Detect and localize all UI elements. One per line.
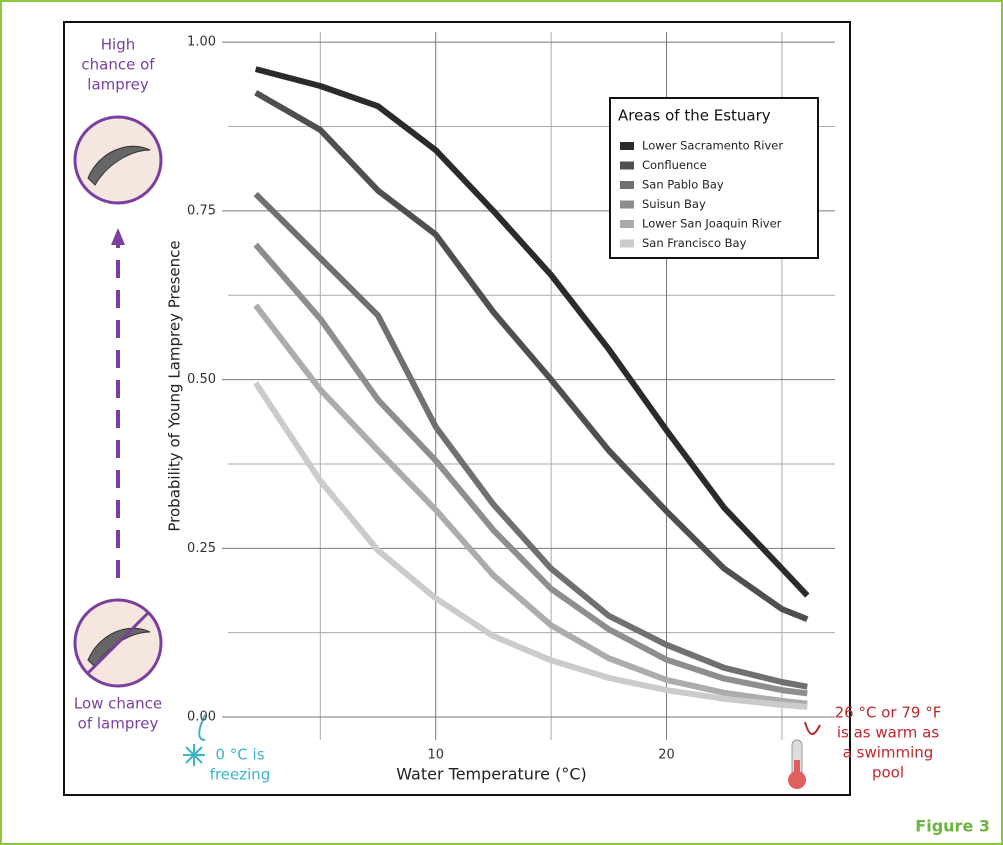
legend-swatch xyxy=(620,240,634,248)
legend-label: Confluence xyxy=(642,158,707,172)
legend-label: San Pablo Bay xyxy=(642,178,724,192)
legend-swatch xyxy=(620,220,634,228)
annotation: Low chance xyxy=(74,695,162,713)
chart: High chance of lamprey Low chance of lamprey… xyxy=(0,0,1003,845)
legend-label: Lower San Joaquin River xyxy=(642,217,782,231)
legend-swatch xyxy=(620,162,634,170)
high-icon xyxy=(75,117,161,203)
legend-title: Areas of the Estuary xyxy=(618,107,771,125)
page: High chance of lamprey Low chance of lamprey… xyxy=(0,0,1003,845)
annotation: chance of xyxy=(81,56,155,74)
annotation: 0 °C is xyxy=(215,746,264,764)
annotation: 26 °C or 79 °F xyxy=(835,704,942,722)
x-axis-label: Water Temperature (°C) xyxy=(396,765,586,784)
y-tick-label: 1.00 xyxy=(187,35,216,50)
annotation: a swimming xyxy=(843,744,934,762)
annotation: High xyxy=(101,36,135,54)
legend-swatch xyxy=(620,201,634,209)
annotation: is as warm as xyxy=(837,724,939,742)
annotation: freezing xyxy=(210,766,271,784)
legend-label: Lower Sacramento River xyxy=(642,139,783,153)
y-tick-label: 0.00 xyxy=(187,710,216,725)
x-tick-label: 20 xyxy=(658,748,675,763)
annotation: lamprey xyxy=(87,76,149,94)
legend-label: Suisun Bay xyxy=(642,197,706,211)
y-tick-label: 0.25 xyxy=(187,541,216,556)
low-icon xyxy=(75,600,161,686)
y-tick-label: 0.75 xyxy=(187,203,216,218)
y-tick-label: 0.50 xyxy=(187,372,216,387)
legend-swatch xyxy=(620,181,634,189)
figure-label: Figure 3 xyxy=(915,817,990,836)
y-axis-label: Probability of Young Lamprey Presence xyxy=(166,240,184,531)
legend-swatch xyxy=(620,142,634,150)
annotation: of lamprey xyxy=(78,715,159,733)
annotation: pool xyxy=(872,764,904,782)
x-tick-label: 10 xyxy=(427,748,444,763)
legend-label: San Francisco Bay xyxy=(642,236,747,250)
snowflake xyxy=(183,744,205,766)
